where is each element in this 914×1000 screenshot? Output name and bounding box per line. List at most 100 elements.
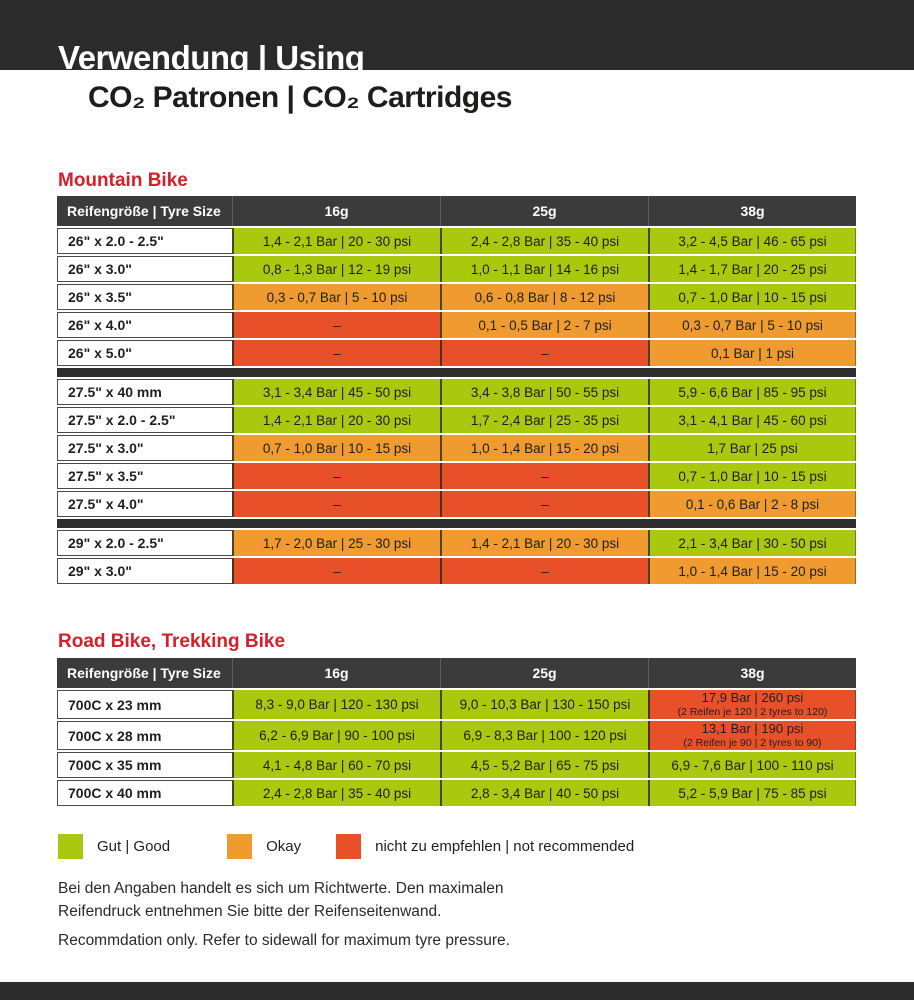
pressure-cell-bad: 13,1 Bar | 190 psi (2 Reifen je 90 | 2 ty… (648, 721, 856, 750)
table-row: 700C x 40 mm 2,4 - 2,8 Bar | 35 - 40 psi 2… (57, 780, 856, 806)
pressure-cell-bad: – (232, 558, 440, 584)
not-recommended-color-swatch (336, 833, 362, 859)
pressure-cell-okay: 0,3 - 0,7 Bar | 5 - 10 psi (232, 284, 440, 310)
pressure-cell-good: 3,1 - 3,4 Bar | 45 - 50 psi (232, 379, 440, 405)
pressure-cell-bad: – (440, 558, 648, 584)
legend-label-not-recommended: nicht zu empfehlen | not recommended (375, 837, 635, 855)
page-title-line2: CO₂ Patronen | CO₂ Cartridges (88, 81, 512, 114)
tyre-size-cell: 27.5" x 2.0 - 2.5" (57, 407, 232, 433)
pressure-note: (2 Reifen je 120 | 2 tyres to 120) (677, 705, 828, 718)
tyre-size-cell: 26" x 5.0" (57, 340, 232, 366)
pressure-cell-bad: – (232, 463, 440, 489)
pressure-cell-good: 5,2 - 5,9 Bar | 75 - 85 psi (648, 780, 856, 806)
tyre-size-cell: 29" x 2.0 - 2.5" (57, 530, 232, 556)
pressure-cell-okay: 1,0 - 1,4 Bar | 15 - 20 psi (648, 558, 856, 584)
column-header-16g: 16g (232, 196, 440, 226)
pressure-cell-good: 2,8 - 3,4 Bar | 40 - 50 psi (440, 780, 648, 806)
legend: Gut | Good Okay nicht zu empfehlen | not… (58, 833, 691, 859)
pressure-note: (2 Reifen je 90 | 2 tyres to 90) (683, 736, 822, 749)
pressure-cell-okay: 0,1 Bar | 1 psi (648, 340, 856, 366)
table-row: 27.5" x 2.0 - 2.5" 1,4 - 2,1 Bar | 20 - 3… (57, 407, 856, 433)
pressure-cell-okay: 1,0 - 1,4 Bar | 15 - 20 psi (440, 435, 648, 461)
pressure-cell-okay: 1,4 - 2,1 Bar | 20 - 30 psi (440, 530, 648, 556)
pressure-cell-bad: – (440, 340, 648, 366)
table-row: 700C x 35 mm 4,1 - 4,8 Bar | 60 - 70 psi 4… (57, 752, 856, 778)
table-row: 27.5" x 40 mm 3,1 - 3,4 Bar | 45 - 50 psi… (57, 379, 856, 405)
pressure-cell-good: 6,9 - 7,6 Bar | 100 - 110 psi (648, 752, 856, 778)
pressure-cell-good: 2,4 - 2,8 Bar | 35 - 40 psi (232, 780, 440, 806)
tyre-size-cell: 27.5" x 4.0" (57, 491, 232, 517)
good-color-swatch (58, 833, 83, 859)
column-header-25g: 25g (440, 658, 648, 688)
pressure-cell-okay: 0,1 - 0,6 Bar | 2 - 8 psi (648, 491, 856, 517)
pressure-cell-good: 4,5 - 5,2 Bar | 65 - 75 psi (440, 752, 648, 778)
table-row: 700C x 28 mm 6,2 - 6,9 Bar | 90 - 100 psi… (57, 721, 856, 750)
tyre-size-cell: 700C x 35 mm (57, 752, 232, 778)
pressure-cell-bad: – (232, 491, 440, 517)
pressure-cell-good: 1,7 - 2,4 Bar | 25 - 35 psi (440, 407, 648, 433)
tyre-size-cell: 700C x 28 mm (57, 721, 232, 750)
top-banner: Verwendung | Using (0, 0, 914, 76)
tyre-size-cell: 27.5" x 40 mm (57, 379, 232, 405)
column-header-tyre-size: Reifengröße | Tyre Size (57, 196, 232, 226)
legend-label-okay: Okay (266, 837, 302, 855)
table-row: 700C x 23 mm 8,3 - 9,0 Bar | 120 - 130 ps… (57, 690, 856, 719)
pressure-cell-good: 1,4 - 2,1 Bar | 20 - 30 psi (232, 228, 440, 254)
pressure-cell-bad: 17,9 Bar | 260 psi (2 Reifen je 120 | 2 t… (648, 690, 856, 719)
tyre-size-cell: 26" x 2.0 - 2.5" (57, 228, 232, 254)
pressure-cell-good: 9,0 - 10,3 Bar | 130 - 150 psi (440, 690, 648, 719)
section-separator (57, 519, 856, 528)
legend-item-not-recommended: nicht zu empfehlen | not recommended (336, 833, 635, 859)
column-header-16g: 16g (232, 658, 440, 688)
tyre-size-cell: 27.5" x 3.5" (57, 463, 232, 489)
pressure-cell-okay: 0,7 - 1,0 Bar | 10 - 15 psi (232, 435, 440, 461)
okay-color-swatch (227, 833, 253, 859)
pressure-cell-bad: – (440, 491, 648, 517)
legend-label-good: Gut | Good (97, 837, 171, 855)
pressure-cell-good: 2,1 - 3,4 Bar | 30 - 50 psi (648, 530, 856, 556)
page-title-line1: Verwendung | Using (58, 39, 365, 76)
table-row: 27.5" x 3.0" 0,7 - 1,0 Bar | 10 - 15 psi 1… (57, 435, 856, 461)
section-separator (57, 368, 856, 377)
pressure-cell-good: 1,0 - 1,1 Bar | 14 - 16 psi (440, 256, 648, 282)
table-row: 27.5" x 4.0" – –0,1 - 0,6 Bar | 2 - 8 psi (57, 491, 856, 517)
tyre-size-cell: 27.5" x 3.0" (57, 435, 232, 461)
legend-item-okay: Okay (227, 833, 302, 859)
pressure-cell-okay: 0,6 - 0,8 Bar | 8 - 12 psi (440, 284, 648, 310)
pressure-cell-good: 6,2 - 6,9 Bar | 90 - 100 psi (232, 721, 440, 750)
pressure-cell-okay: 1,7 - 2,0 Bar | 25 - 30 psi (232, 530, 440, 556)
pressure-cell-bad: – (232, 340, 440, 366)
pressure-cell-good: 0,7 - 1,0 Bar | 10 - 15 psi (648, 463, 856, 489)
pressure-value: 13,1 Bar | 190 psi (701, 721, 804, 736)
section-title-road-bike: Road Bike, Trekking Bike (58, 631, 286, 652)
pressure-cell-good: 3,2 - 4,5 Bar | 46 - 65 psi (648, 228, 856, 254)
pressure-cell-good: 5,9 - 6,6 Bar | 85 - 95 psi (648, 379, 856, 405)
pressure-cell-good: 0,7 - 1,0 Bar | 10 - 15 psi (648, 284, 856, 310)
bottom-banner (0, 982, 914, 1000)
tyre-size-cell: 26" x 4.0" (57, 312, 232, 338)
tyre-size-cell: 29" x 3.0" (57, 558, 232, 584)
footnote-german: Bei den Angaben handelt es sich um Richt… (58, 880, 504, 920)
pressure-cell-good: 3,4 - 3,8 Bar | 50 - 55 psi (440, 379, 648, 405)
column-header-25g: 25g (440, 196, 648, 226)
pressure-cell-good: 8,3 - 9,0 Bar | 120 - 130 psi (232, 690, 440, 719)
pressure-cell-good: 0,8 - 1,3 Bar | 12 - 19 psi (232, 256, 440, 282)
pressure-cell-bad: – (440, 463, 648, 489)
pressure-cell-good: 2,4 - 2,8 Bar | 35 - 40 psi (440, 228, 648, 254)
pressure-cell-good: 4,1 - 4,8 Bar | 60 - 70 psi (232, 752, 440, 778)
tyre-size-cell: 26" x 3.5" (57, 284, 232, 310)
column-header-38g: 38g (648, 196, 856, 226)
footnote-english: Recommdation only. Refer to sidewall for… (58, 932, 510, 949)
legend-item-good: Gut | Good (58, 833, 171, 859)
column-header-tyre-size: Reifengröße | Tyre Size (57, 658, 232, 688)
tyre-size-cell: 26" x 3.0" (57, 256, 232, 282)
table-row: 26" x 4.0" –0,1 - 0,5 Bar | 2 - 7 psi 0,3 … (57, 312, 856, 338)
road-bike-pressure-table: Reifengröße | Tyre Size 16g 25g 38g 700C x 2… (57, 658, 856, 808)
pressure-value: 17,9 Bar | 260 psi (701, 690, 804, 705)
column-header-38g: 38g (648, 658, 856, 688)
table-header-row: Reifengröße | Tyre Size 16g 25g 38g (57, 658, 856, 688)
pressure-cell-bad: – (232, 312, 440, 338)
tyre-size-cell: 700C x 23 mm (57, 690, 232, 719)
table-row: 26" x 5.0" – –0,1 Bar | 1 psi (57, 340, 856, 366)
